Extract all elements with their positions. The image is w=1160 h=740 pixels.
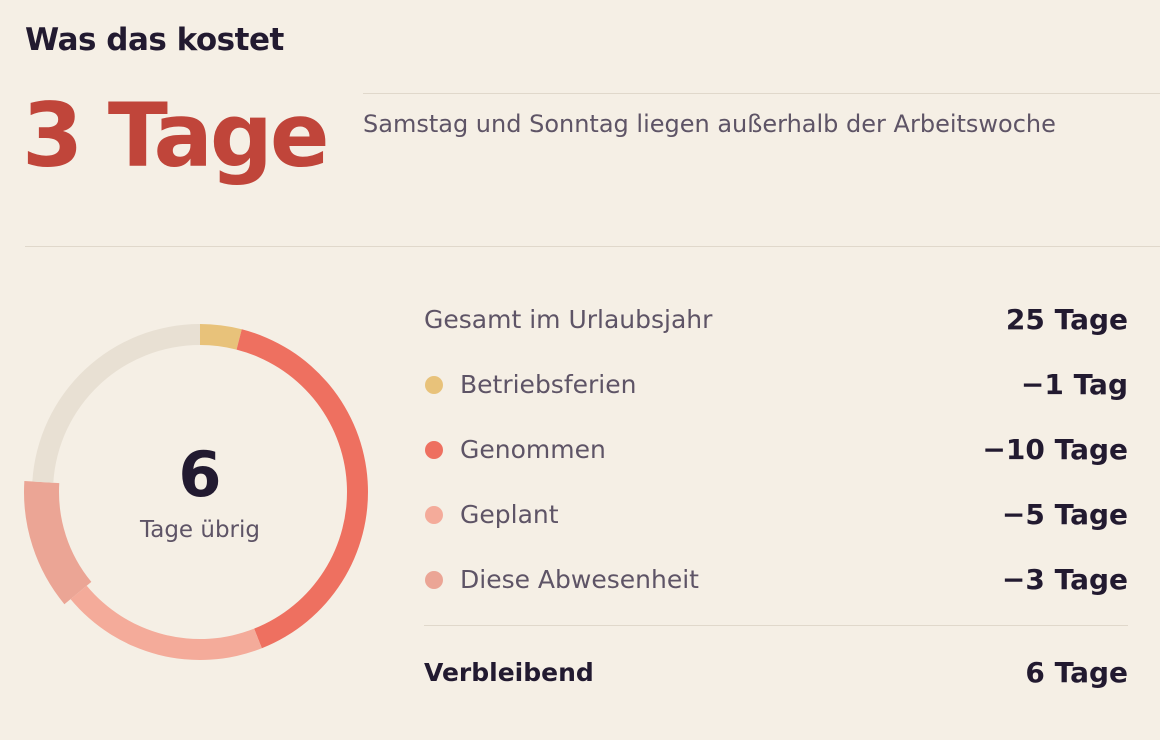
breakdown-item-label: Betriebsferien	[460, 370, 637, 399]
breakdown-item-value: −5 Tage	[1001, 498, 1128, 531]
legend-dot-icon	[425, 440, 443, 459]
donut-segment-verbleibend	[32, 324, 200, 483]
legend-dot-icon	[425, 375, 443, 394]
section-title: Was das kostet	[25, 22, 284, 58]
breakdown-row-geplant: Geplant −5 Tage	[424, 482, 1128, 547]
days-breakdown: Gesamt im Urlaubsjahr 25 Tage Betriebsfe…	[424, 287, 1128, 718]
breakdown-item-value: −3 Tage	[1001, 563, 1128, 596]
breakdown-total-row: Gesamt im Urlaubsjahr 25 Tage	[424, 287, 1128, 352]
donut-center-label: Tage übrig	[139, 517, 261, 543]
donut-segment-betriebsferien	[200, 324, 242, 350]
breakdown-item-label: Diese Abwesenheit	[460, 565, 699, 594]
donut-segment-geplant	[70, 585, 262, 660]
remaining-row: Verbleibend 6 Tage	[424, 626, 1128, 718]
donut-segment-diese-abwesenheit	[24, 480, 92, 605]
vacation-donut-chart	[24, 324, 368, 660]
sum-divider	[424, 625, 1128, 626]
divider	[363, 93, 1160, 94]
breakdown-row-betriebsferien: Betriebsferien −1 Tag	[424, 352, 1128, 417]
legend-dot-icon	[425, 505, 443, 524]
breakdown-row-genommen: Genommen −10 Tage	[424, 417, 1128, 482]
remaining-label: Verbleibend	[424, 657, 594, 687]
legend-dot-icon	[425, 570, 443, 589]
cost-note: Samstag und Sonntag liegen außerhalb der…	[363, 110, 1056, 138]
breakdown-total-value: 25 Tage	[1005, 303, 1128, 336]
remaining-value: 6 Tage	[1025, 655, 1128, 689]
donut-segment-genommen	[236, 329, 368, 649]
divider	[25, 246, 1160, 247]
breakdown-item-value: −10 Tage	[982, 433, 1128, 466]
breakdown-item-label: Geplant	[460, 500, 559, 529]
cost-value: 3 Tage	[22, 84, 330, 187]
breakdown-total-label: Gesamt im Urlaubsjahr	[424, 305, 713, 334]
breakdown-row-diese-abwesenheit: Diese Abwesenheit −3 Tage	[424, 547, 1128, 612]
breakdown-item-value: −1 Tag	[1020, 368, 1128, 401]
donut-center-value: 6	[178, 438, 222, 511]
breakdown-item-label: Genommen	[460, 435, 606, 464]
